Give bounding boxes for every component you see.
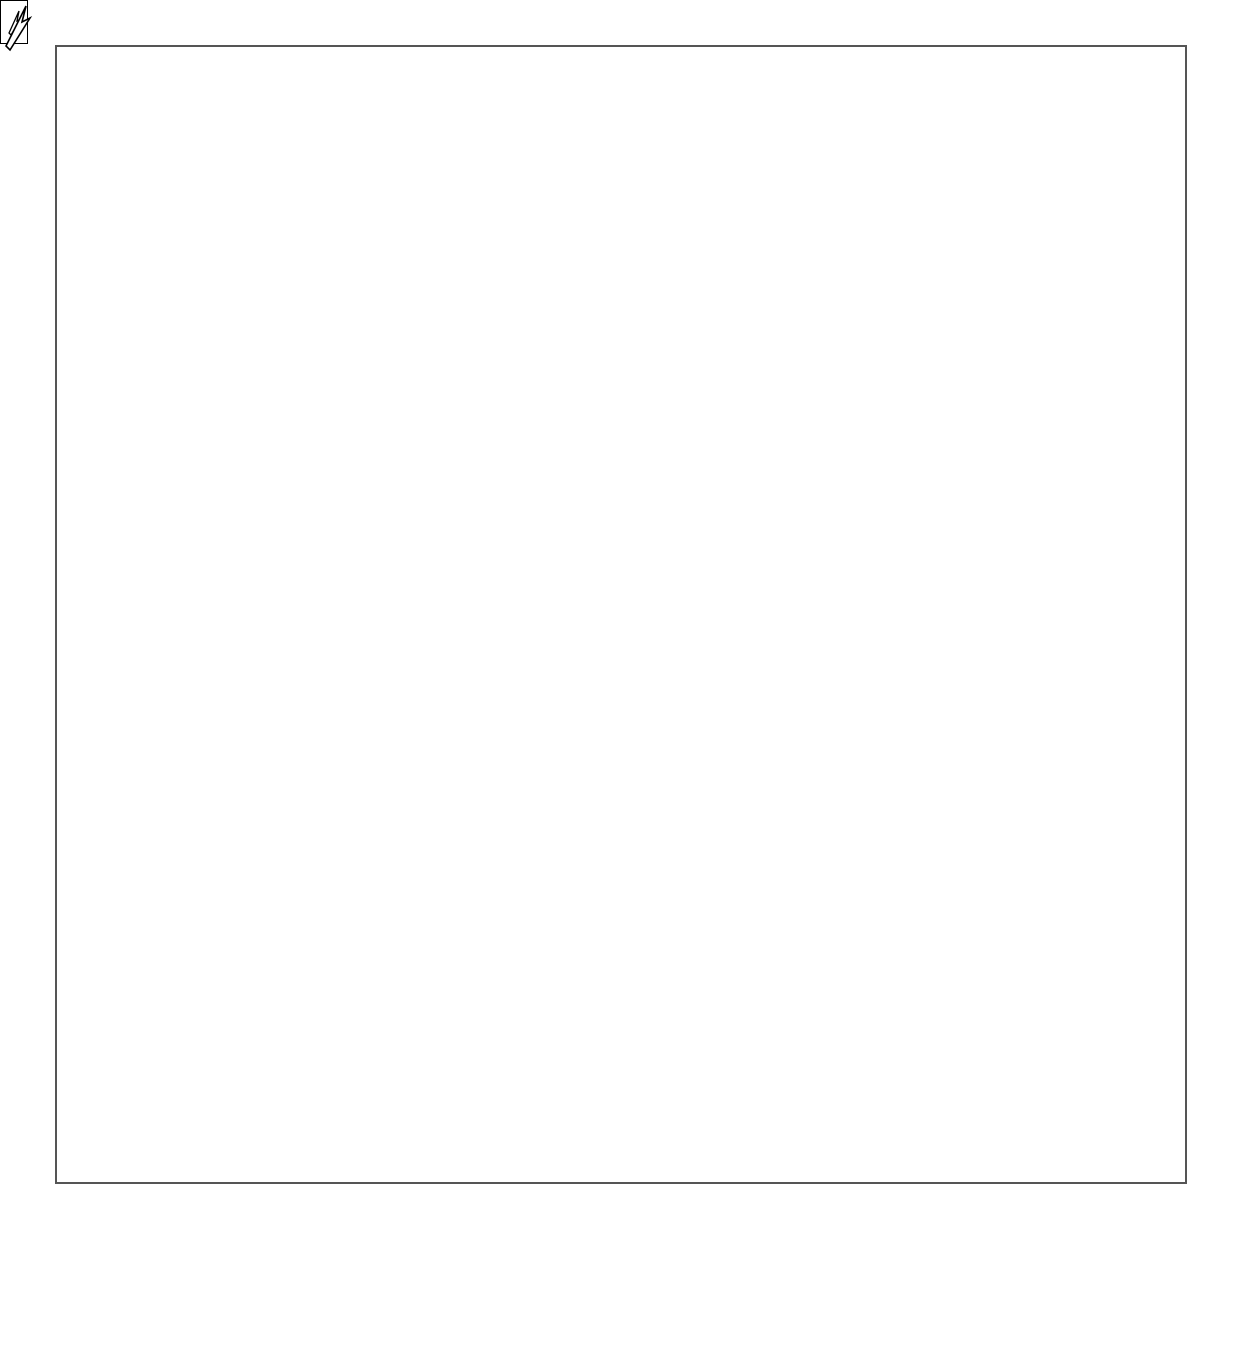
lens-diagram [0,0,1240,1367]
page [0,0,1240,1367]
